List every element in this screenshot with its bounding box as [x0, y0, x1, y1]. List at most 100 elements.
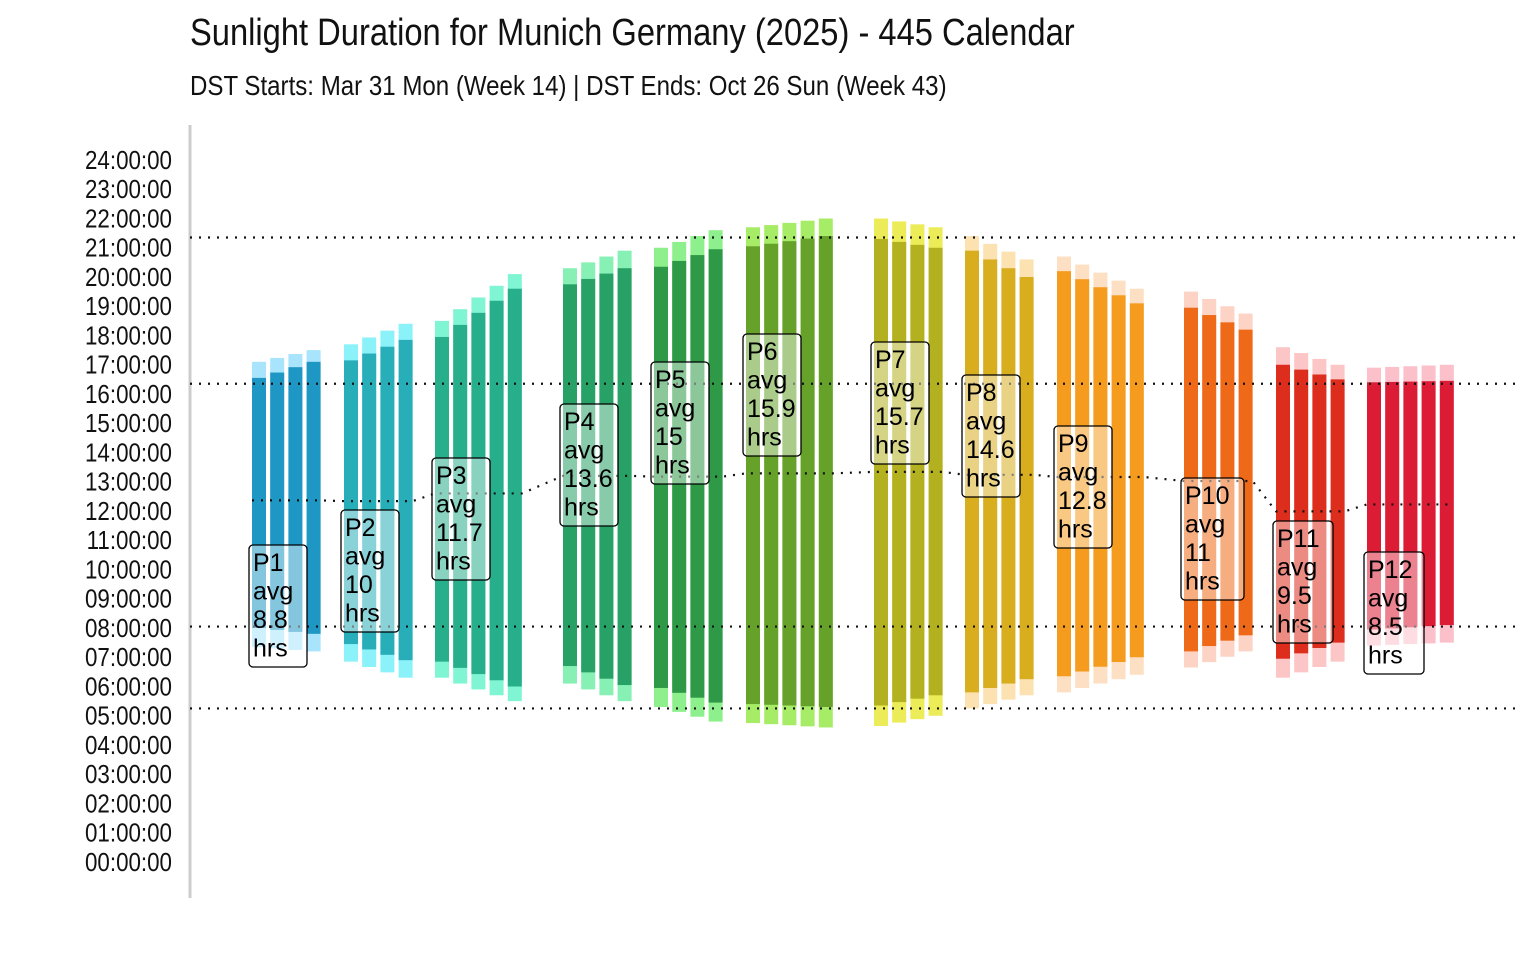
- period-label-line: P8: [966, 379, 997, 407]
- y-tick-label: 14:00:00: [85, 439, 172, 468]
- daylight-bar: [599, 273, 614, 679]
- period-label-line: avg: [436, 491, 476, 519]
- y-tick-label: 02:00:00: [85, 790, 172, 819]
- y-tick-label: 15:00:00: [85, 410, 172, 439]
- period-label-line: P5: [655, 366, 686, 394]
- daylight-bar: [1075, 279, 1090, 672]
- period-label-line: hrs: [564, 494, 599, 522]
- y-tick-label: 10:00:00: [85, 556, 172, 585]
- period-label-line: 8.5: [1368, 613, 1403, 641]
- period-label-line: avg: [655, 395, 695, 423]
- period-label-box: [431, 457, 491, 581]
- y-tick-label: 18:00:00: [85, 322, 172, 351]
- period-label-line: hrs: [966, 465, 1001, 493]
- period-label-line: 15.9: [747, 395, 796, 423]
- daylight-bar: [1001, 268, 1016, 684]
- period-label-box: [248, 544, 308, 668]
- daylight-bar: [764, 243, 779, 705]
- period-label-line: P7: [875, 346, 906, 374]
- daylight-bar: [1019, 277, 1034, 680]
- y-tick-label: 24:00:00: [85, 146, 172, 175]
- period-label-box: [1180, 477, 1245, 601]
- daylight-bar: [654, 266, 668, 688]
- y-tick-label: 13:00:00: [85, 468, 172, 497]
- y-tick-label: 20:00:00: [85, 263, 172, 292]
- period-label-line: avg: [1185, 511, 1225, 539]
- midday-line: [252, 470, 1454, 513]
- period-label-line: hrs: [253, 635, 288, 663]
- period-label-line: avg: [875, 375, 915, 403]
- y-tick-label: 08:00:00: [85, 614, 172, 643]
- daylight-bar: [471, 312, 486, 675]
- daylight-bar: [782, 241, 797, 706]
- period-label-line: hrs: [747, 424, 782, 452]
- period-label-line: P1: [253, 549, 284, 577]
- daylight-bar: [983, 259, 998, 688]
- daylight-bar: [1330, 379, 1345, 643]
- period-label-line: 10: [345, 571, 373, 599]
- period-label-line: avg: [1277, 554, 1317, 582]
- period-label-box: [1053, 425, 1113, 549]
- daylight-bar: [1129, 303, 1144, 658]
- period-label-line: hrs: [436, 548, 471, 576]
- period-label-line: 15: [655, 423, 683, 451]
- period-label-line: P9: [1058, 430, 1089, 458]
- period-label-line: P4: [564, 408, 595, 436]
- period-label-box: [742, 333, 802, 457]
- y-tick-label: 19:00:00: [85, 293, 172, 322]
- daylight-bar: [563, 284, 577, 667]
- period-label-line: hrs: [1058, 516, 1093, 544]
- daylight-bar: [306, 361, 321, 634]
- y-tick-label: 03:00:00: [85, 761, 172, 790]
- period-label-line: avg: [564, 437, 604, 465]
- daylight-bar: [928, 247, 943, 696]
- period-label-box: [870, 341, 930, 465]
- daylight-bar: [1439, 380, 1454, 626]
- y-tick-label: 12:00:00: [85, 497, 172, 526]
- daylight-bar: [892, 241, 907, 703]
- period-label-line: P11: [1277, 525, 1320, 553]
- daylight-bar: [800, 238, 815, 707]
- daylight-bar: [1238, 329, 1253, 636]
- daylight-bar: [581, 278, 596, 673]
- period-label-box: [340, 509, 400, 633]
- y-tick-label: 04:00:00: [85, 731, 172, 760]
- period-label-line: hrs: [655, 452, 690, 480]
- period-label-line: P6: [747, 338, 778, 366]
- period-label-line: 12.8: [1058, 487, 1107, 515]
- daylight-bar: [818, 236, 833, 707]
- period-label-box: [1363, 551, 1425, 675]
- daylight-bar: [453, 324, 468, 668]
- period-label-line: 8.8: [253, 606, 288, 634]
- daylight-bar: [270, 372, 285, 630]
- daylight-bar: [1093, 287, 1108, 667]
- daylight-bar: [617, 268, 632, 686]
- y-tick-label: 00:00:00: [85, 848, 172, 877]
- y-tick-label: 09:00:00: [85, 585, 172, 614]
- period-label-line: hrs: [1277, 611, 1312, 639]
- daylight-bar: [874, 238, 888, 706]
- period-label-line: hrs: [1185, 568, 1220, 596]
- daylight-bar: [1276, 364, 1290, 659]
- daylight-bar: [910, 244, 925, 699]
- period-label-line: hrs: [875, 432, 910, 460]
- period-label-line: avg: [345, 543, 385, 571]
- period-label-line: avg: [966, 408, 1006, 436]
- period-label-line: hrs: [1368, 642, 1403, 670]
- daylight-bar: [965, 250, 979, 693]
- period-label-box: [650, 361, 710, 485]
- daylight-bar: [507, 288, 522, 687]
- daylight-bar: [1184, 307, 1198, 652]
- daylight-bar: [1202, 315, 1217, 647]
- period-label-box: [559, 403, 619, 527]
- y-tick-label: 17:00:00: [85, 351, 172, 380]
- period-label-line: 11: [1185, 539, 1211, 567]
- y-tick-label: 07:00:00: [85, 644, 172, 673]
- period-label-line: 15.7: [875, 403, 924, 431]
- period-label-line: avg: [253, 578, 293, 606]
- chart-subtitle: DST Starts: Mar 31 Mon (Week 14) | DST E…: [190, 70, 947, 101]
- period-label-box: [1272, 520, 1334, 644]
- period-label-line: hrs: [345, 600, 380, 628]
- daylight-bar: [1367, 382, 1381, 630]
